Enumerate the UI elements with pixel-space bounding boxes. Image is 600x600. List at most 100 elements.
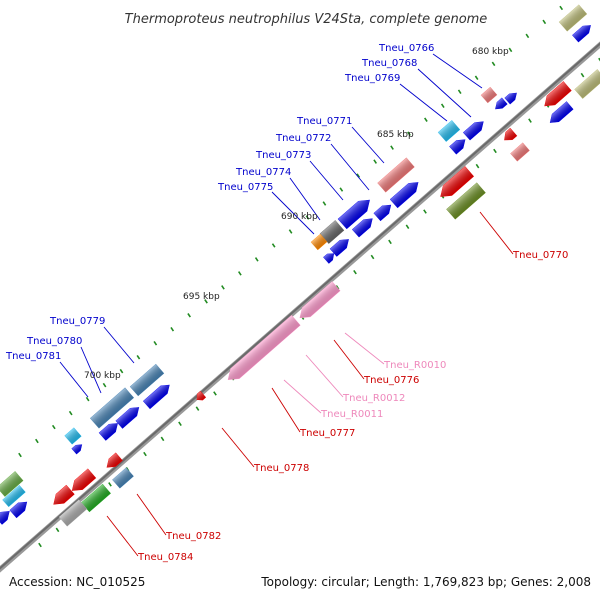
outer-dot-3 bbox=[68, 410, 73, 416]
gene-blue-0769[interactable] bbox=[449, 136, 469, 155]
gene-red-0770[interactable] bbox=[436, 166, 475, 202]
gene-label-tneu-0773[interactable]: Tneu_0773 bbox=[255, 150, 311, 161]
gene-gray-0773[interactable] bbox=[319, 220, 345, 244]
gene-label-tneu-0784[interactable]: Tneu_0784 bbox=[137, 552, 193, 563]
gene-label-tneu-0774[interactable]: Tneu_0774 bbox=[235, 167, 291, 178]
inner-dot-31 bbox=[580, 72, 585, 78]
gene-blue-0779[interactable] bbox=[142, 381, 172, 410]
inner-dot-4 bbox=[108, 482, 112, 487]
gene-khaki-top[interactable] bbox=[558, 4, 588, 32]
gene-label-tneu-0781[interactable]: Tneu_0781 bbox=[5, 351, 61, 362]
outer-dot-4 bbox=[85, 396, 90, 402]
outer-dot-23 bbox=[407, 131, 411, 136]
gene-red-0784[interactable] bbox=[50, 484, 75, 509]
leader-tneu-0773 bbox=[309, 160, 344, 201]
gene-blue-0774[interactable] bbox=[329, 236, 352, 257]
gene-blue-left2[interactable] bbox=[0, 508, 13, 525]
gene-olive-0770[interactable] bbox=[446, 182, 486, 220]
outer-dot-8 bbox=[153, 340, 158, 346]
gene-label-tneu-r0012[interactable]: Tneu_R0012 bbox=[342, 393, 405, 404]
gene-label-tneu-0779[interactable]: Tneu_0779 bbox=[49, 316, 105, 327]
outer-dot-16 bbox=[288, 229, 293, 234]
inner-dot-21 bbox=[405, 224, 410, 229]
gene-steel-0779[interactable] bbox=[129, 363, 165, 397]
gene-salmon-0771[interactable] bbox=[377, 157, 415, 193]
gene-blue-0781b[interactable] bbox=[71, 442, 84, 455]
leader-tneu-0766 bbox=[432, 53, 483, 89]
outer-dot-28 bbox=[491, 61, 496, 67]
gene-blue-0781[interactable] bbox=[98, 420, 121, 441]
gene-label-tneu-r0010[interactable]: Tneu_R0010 bbox=[383, 360, 446, 371]
gene-red-0782a[interactable] bbox=[104, 452, 123, 471]
map-title: Thermoproteus neutrophilus V24Sta, compl… bbox=[125, 12, 488, 27]
leader-tneu-0774 bbox=[289, 177, 321, 221]
gene-cyan-0781[interactable] bbox=[64, 427, 82, 445]
gene-khaki-right[interactable] bbox=[574, 69, 600, 99]
gene-blue-left[interactable] bbox=[9, 498, 30, 519]
gene-gray-0784[interactable] bbox=[58, 499, 88, 527]
leader-tneu-0775 bbox=[271, 191, 315, 235]
gene-label-tneu-0768[interactable]: Tneu_0768 bbox=[361, 58, 417, 69]
leader-tneu-0768 bbox=[417, 68, 472, 118]
leader-tneu-0782 bbox=[136, 493, 167, 536]
gene-salmon-right-b[interactable] bbox=[510, 142, 530, 162]
leader-tneu-0772 bbox=[330, 143, 370, 191]
gene-salmon-right[interactable] bbox=[480, 86, 498, 104]
gene-label-tneu-0766[interactable]: Tneu_0766 bbox=[378, 43, 434, 54]
outer-dot-30 bbox=[525, 33, 530, 39]
outer-dot-11 bbox=[204, 299, 208, 304]
gene-steel-0780[interactable] bbox=[89, 387, 135, 429]
gene-red-0782b[interactable] bbox=[68, 468, 97, 495]
inner-dot-32 bbox=[598, 57, 600, 62]
gene-label-tneu-0769[interactable]: Tneu_0769 bbox=[344, 73, 400, 84]
outer-dot-12 bbox=[221, 285, 225, 290]
gene-red-right-b[interactable] bbox=[501, 127, 518, 143]
gene-label-tneu-r0011[interactable]: Tneu_R0011 bbox=[320, 409, 383, 420]
gene-cyan-0769[interactable] bbox=[437, 120, 461, 142]
outer-dot-14 bbox=[254, 257, 259, 262]
gene-label-tneu-0778[interactable]: Tneu_0778 bbox=[253, 463, 309, 474]
leader-tneu-0777 bbox=[271, 387, 301, 433]
gene-blue-0766[interactable] bbox=[504, 90, 519, 105]
gene-steel-0782[interactable] bbox=[112, 467, 134, 489]
gene-blue-0766b[interactable] bbox=[493, 97, 508, 112]
gene-label-tneu-0776[interactable]: Tneu_0776 bbox=[363, 375, 419, 386]
gene-blue-0771a[interactable] bbox=[389, 178, 421, 209]
gene-blue-right-a[interactable] bbox=[547, 101, 574, 127]
gene-label-tneu-0772[interactable]: Tneu_0772 bbox=[275, 133, 331, 144]
gene-label-tneu-0777[interactable]: Tneu_0777 bbox=[299, 428, 355, 439]
gene-label-tneu-0770[interactable]: Tneu_0770 bbox=[512, 250, 568, 261]
outer-dot-6 bbox=[119, 368, 124, 374]
gene-red-0778[interactable] bbox=[194, 390, 207, 402]
outer-dot-10 bbox=[187, 313, 191, 318]
gene-blue-top-a[interactable] bbox=[572, 22, 594, 43]
leader-tneu-0781 bbox=[59, 361, 89, 398]
outer-dot-19 bbox=[339, 187, 344, 192]
leader-tneu-0769 bbox=[399, 83, 448, 122]
gene-blue-0771b[interactable] bbox=[373, 201, 394, 222]
gene-blue-0775[interactable] bbox=[323, 251, 337, 264]
gene-label-tneu-0782[interactable]: Tneu_0782 bbox=[165, 531, 221, 542]
gene-cyan-left[interactable] bbox=[2, 484, 26, 508]
gene-pink-r0010[interactable] bbox=[296, 281, 341, 323]
inner-dot-8 bbox=[178, 421, 182, 426]
gene-orange-0775[interactable] bbox=[310, 233, 328, 251]
outer-dot-26 bbox=[457, 89, 462, 95]
gene-blue-0772[interactable] bbox=[352, 215, 375, 238]
gene-red-right-a[interactable] bbox=[541, 81, 572, 111]
gene-label-tneu-0780[interactable]: Tneu_0780 bbox=[26, 336, 82, 347]
gene-label-tneu-0771[interactable]: Tneu_0771 bbox=[296, 116, 352, 127]
leader-tneu-0784 bbox=[106, 515, 139, 557]
inner-dot-19 bbox=[370, 254, 375, 260]
gene-label-tneu-0775[interactable]: Tneu_0775 bbox=[217, 182, 273, 193]
inner-dot-9 bbox=[195, 406, 200, 411]
inner-dot-1 bbox=[55, 527, 60, 533]
gene-pink-r0012[interactable] bbox=[224, 315, 301, 384]
leader-tneu-0771 bbox=[351, 126, 385, 164]
outer-dot-7 bbox=[136, 354, 141, 360]
gene-blue-0773[interactable] bbox=[337, 195, 374, 230]
gene-blue-0780[interactable] bbox=[115, 404, 142, 429]
leader-tneu-r0010 bbox=[344, 332, 385, 365]
gene-teal-left[interactable] bbox=[0, 471, 24, 497]
gene-blue-0768[interactable] bbox=[463, 118, 486, 141]
